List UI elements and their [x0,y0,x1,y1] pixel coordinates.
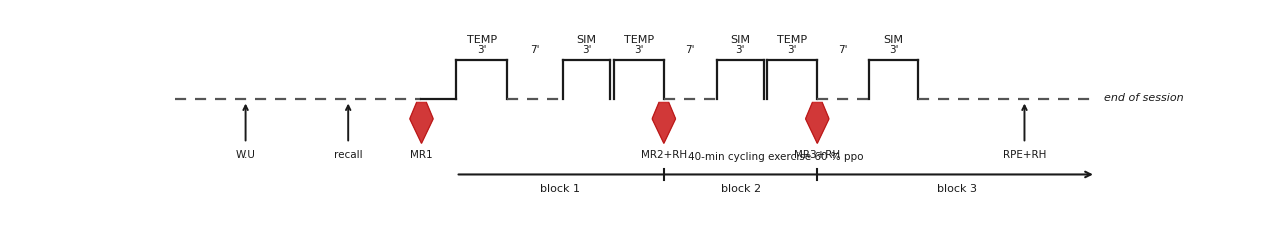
Text: end of session: end of session [1103,93,1183,103]
Text: MR2+RH: MR2+RH [641,150,687,161]
Text: recall: recall [334,150,362,161]
Text: 40-min cycling exercise 60 % ppo: 40-min cycling exercise 60 % ppo [689,152,864,162]
Text: 3': 3' [889,45,898,55]
Text: SIM: SIM [884,35,904,45]
Text: 3': 3' [581,45,591,55]
Polygon shape [806,102,828,143]
Text: block 3: block 3 [937,184,976,194]
Polygon shape [410,102,433,143]
Polygon shape [652,102,676,143]
Text: 7': 7' [531,45,540,55]
Text: TEMP: TEMP [624,35,654,45]
Text: TEMP: TEMP [467,35,497,45]
Text: TEMP: TEMP [777,35,807,45]
Text: 3': 3' [477,45,487,55]
Text: 3': 3' [634,45,643,55]
Text: MR1: MR1 [410,150,433,161]
Text: W.U: W.U [236,150,256,161]
Text: 7': 7' [839,45,847,55]
Text: SIM: SIM [576,35,596,45]
Text: block 1: block 1 [540,184,580,194]
Text: 7': 7' [686,45,695,55]
Text: 3': 3' [735,45,745,55]
Text: block 2: block 2 [720,184,760,194]
Text: 3': 3' [788,45,797,55]
Text: RPE+RH: RPE+RH [1002,150,1047,161]
Text: SIM: SIM [730,35,750,45]
Text: MR3+RH: MR3+RH [794,150,840,161]
